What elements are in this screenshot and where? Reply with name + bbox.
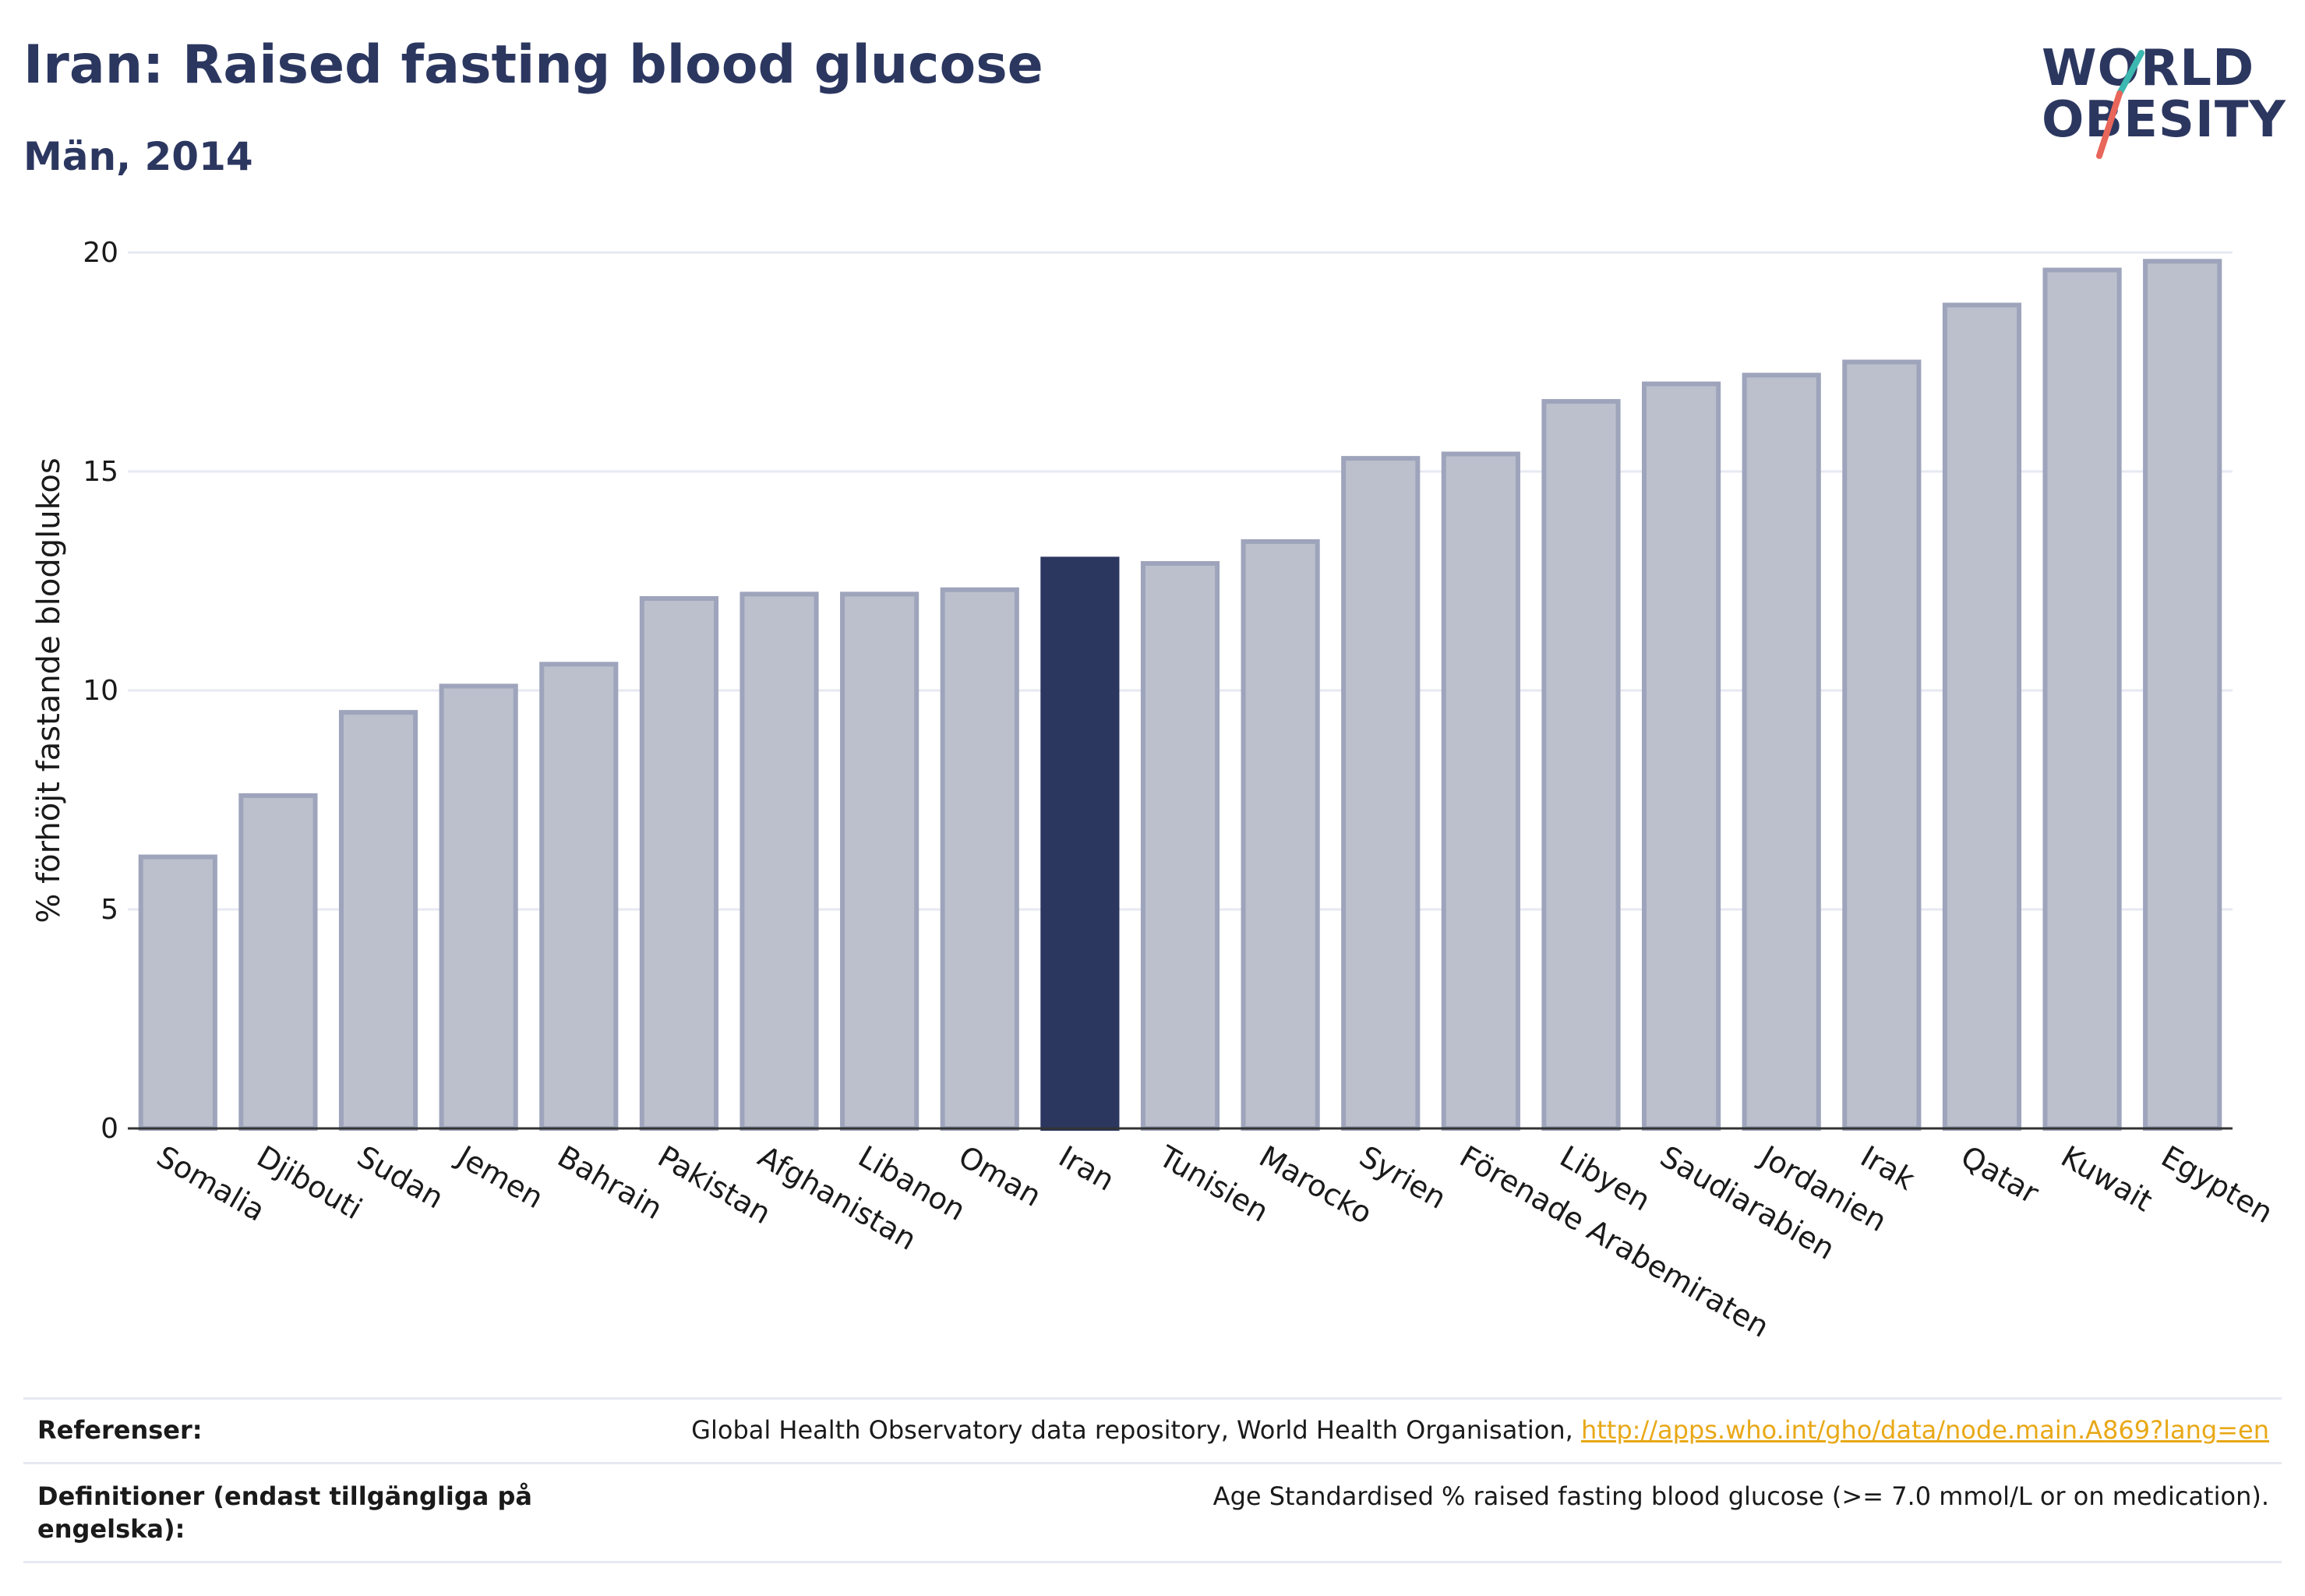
y-axis-ticks: 0 5 10 15 20 xyxy=(83,237,118,1145)
x-tick-label: Somalia xyxy=(151,1139,271,1228)
world-obesity-logo[interactable]: WORLD OBESITY xyxy=(2042,39,2291,164)
bar-iran[interactable] xyxy=(1040,556,1120,1131)
bar-somalia[interactable] xyxy=(138,854,217,1131)
bar-jemen[interactable] xyxy=(439,683,518,1131)
y-axis-label: % förhöjt fastande blodglukos xyxy=(31,457,67,923)
bar-libanon[interactable] xyxy=(840,591,920,1131)
x-tick-label: Tunisien xyxy=(1152,1139,1274,1229)
references-link[interactable]: http://apps.who.int/gho/data/node.main.A… xyxy=(1580,1415,2269,1445)
x-tick-label: Qatar xyxy=(1955,1139,2045,1211)
bar-bahrain[interactable] xyxy=(539,662,619,1131)
bar-saudiarabien[interactable] xyxy=(1642,381,1721,1132)
bar-kuwait[interactable] xyxy=(2042,267,2122,1132)
y-tick-label: 15 xyxy=(83,456,118,488)
logo-line-1: WORLD xyxy=(2042,40,2255,97)
references-table: Referenser: Global Health Observatory da… xyxy=(23,1397,2282,1563)
bar-syrien[interactable] xyxy=(1341,456,1421,1131)
bar-oman[interactable] xyxy=(940,587,1019,1131)
x-tick-label: Irak xyxy=(1855,1139,1920,1197)
x-tick-label: Sudan xyxy=(351,1139,450,1216)
y-tick-label: 0 xyxy=(101,1113,118,1145)
bar-egypten[interactable] xyxy=(2143,259,2222,1132)
logo-slash-icon xyxy=(2096,50,2144,159)
bar-sudan[interactable] xyxy=(338,710,418,1131)
chart-subtitle: Män, 2014 xyxy=(23,134,253,179)
bar-irak[interactable] xyxy=(1842,359,1922,1131)
bar-marocko[interactable] xyxy=(1241,538,1320,1132)
definitions-value: Age Standardised % raised fasting blood … xyxy=(1213,1481,2269,1511)
x-tick-label: Marocko xyxy=(1254,1139,1378,1231)
y-tick-label: 10 xyxy=(83,675,118,707)
x-tick-label: Saudiarabien xyxy=(1654,1139,1841,1266)
bar-pakistan[interactable] xyxy=(639,595,718,1132)
bar-tunisien[interactable] xyxy=(1140,561,1220,1131)
definitions-row: Definitioner (endast tillgängliga på eng… xyxy=(23,1462,2282,1563)
x-tick-label: Jemen xyxy=(450,1139,549,1216)
x-tick-label: Bahrain xyxy=(552,1139,668,1227)
references-value: Global Health Observatory data repositor… xyxy=(691,1414,2269,1446)
x-tick-label: Djibouti xyxy=(251,1139,368,1227)
references-label: Referenser: xyxy=(37,1415,203,1445)
y-tick-label: 5 xyxy=(101,894,118,926)
chart-title: Iran: Raised fasting blood glucose xyxy=(23,34,1043,96)
bar-f-renade-arabemiraten[interactable] xyxy=(1441,451,1520,1131)
bar-libyen[interactable] xyxy=(1541,399,1621,1131)
x-tick-label: Kuwait xyxy=(2056,1139,2159,1219)
definitions-label: Definitioner (endast tillgängliga på eng… xyxy=(37,1481,532,1544)
references-text: Global Health Observatory data repositor… xyxy=(691,1415,1581,1445)
x-tick-label: Pakistan xyxy=(652,1139,777,1231)
bars xyxy=(138,259,2222,1132)
bar-jordanien[interactable] xyxy=(1742,373,1821,1132)
y-tick-label: 20 xyxy=(83,237,118,269)
references-row: Referenser: Global Health Observatory da… xyxy=(23,1397,2282,1462)
logo-line-2: OBESITY xyxy=(2042,91,2286,149)
bar-afghanistan[interactable] xyxy=(740,591,819,1131)
x-tick-label: Iran xyxy=(1053,1139,1120,1198)
x-tick-label: Egypten xyxy=(2155,1139,2279,1231)
bar-djibouti[interactable] xyxy=(238,793,318,1131)
bar-qatar[interactable] xyxy=(1942,302,2022,1132)
